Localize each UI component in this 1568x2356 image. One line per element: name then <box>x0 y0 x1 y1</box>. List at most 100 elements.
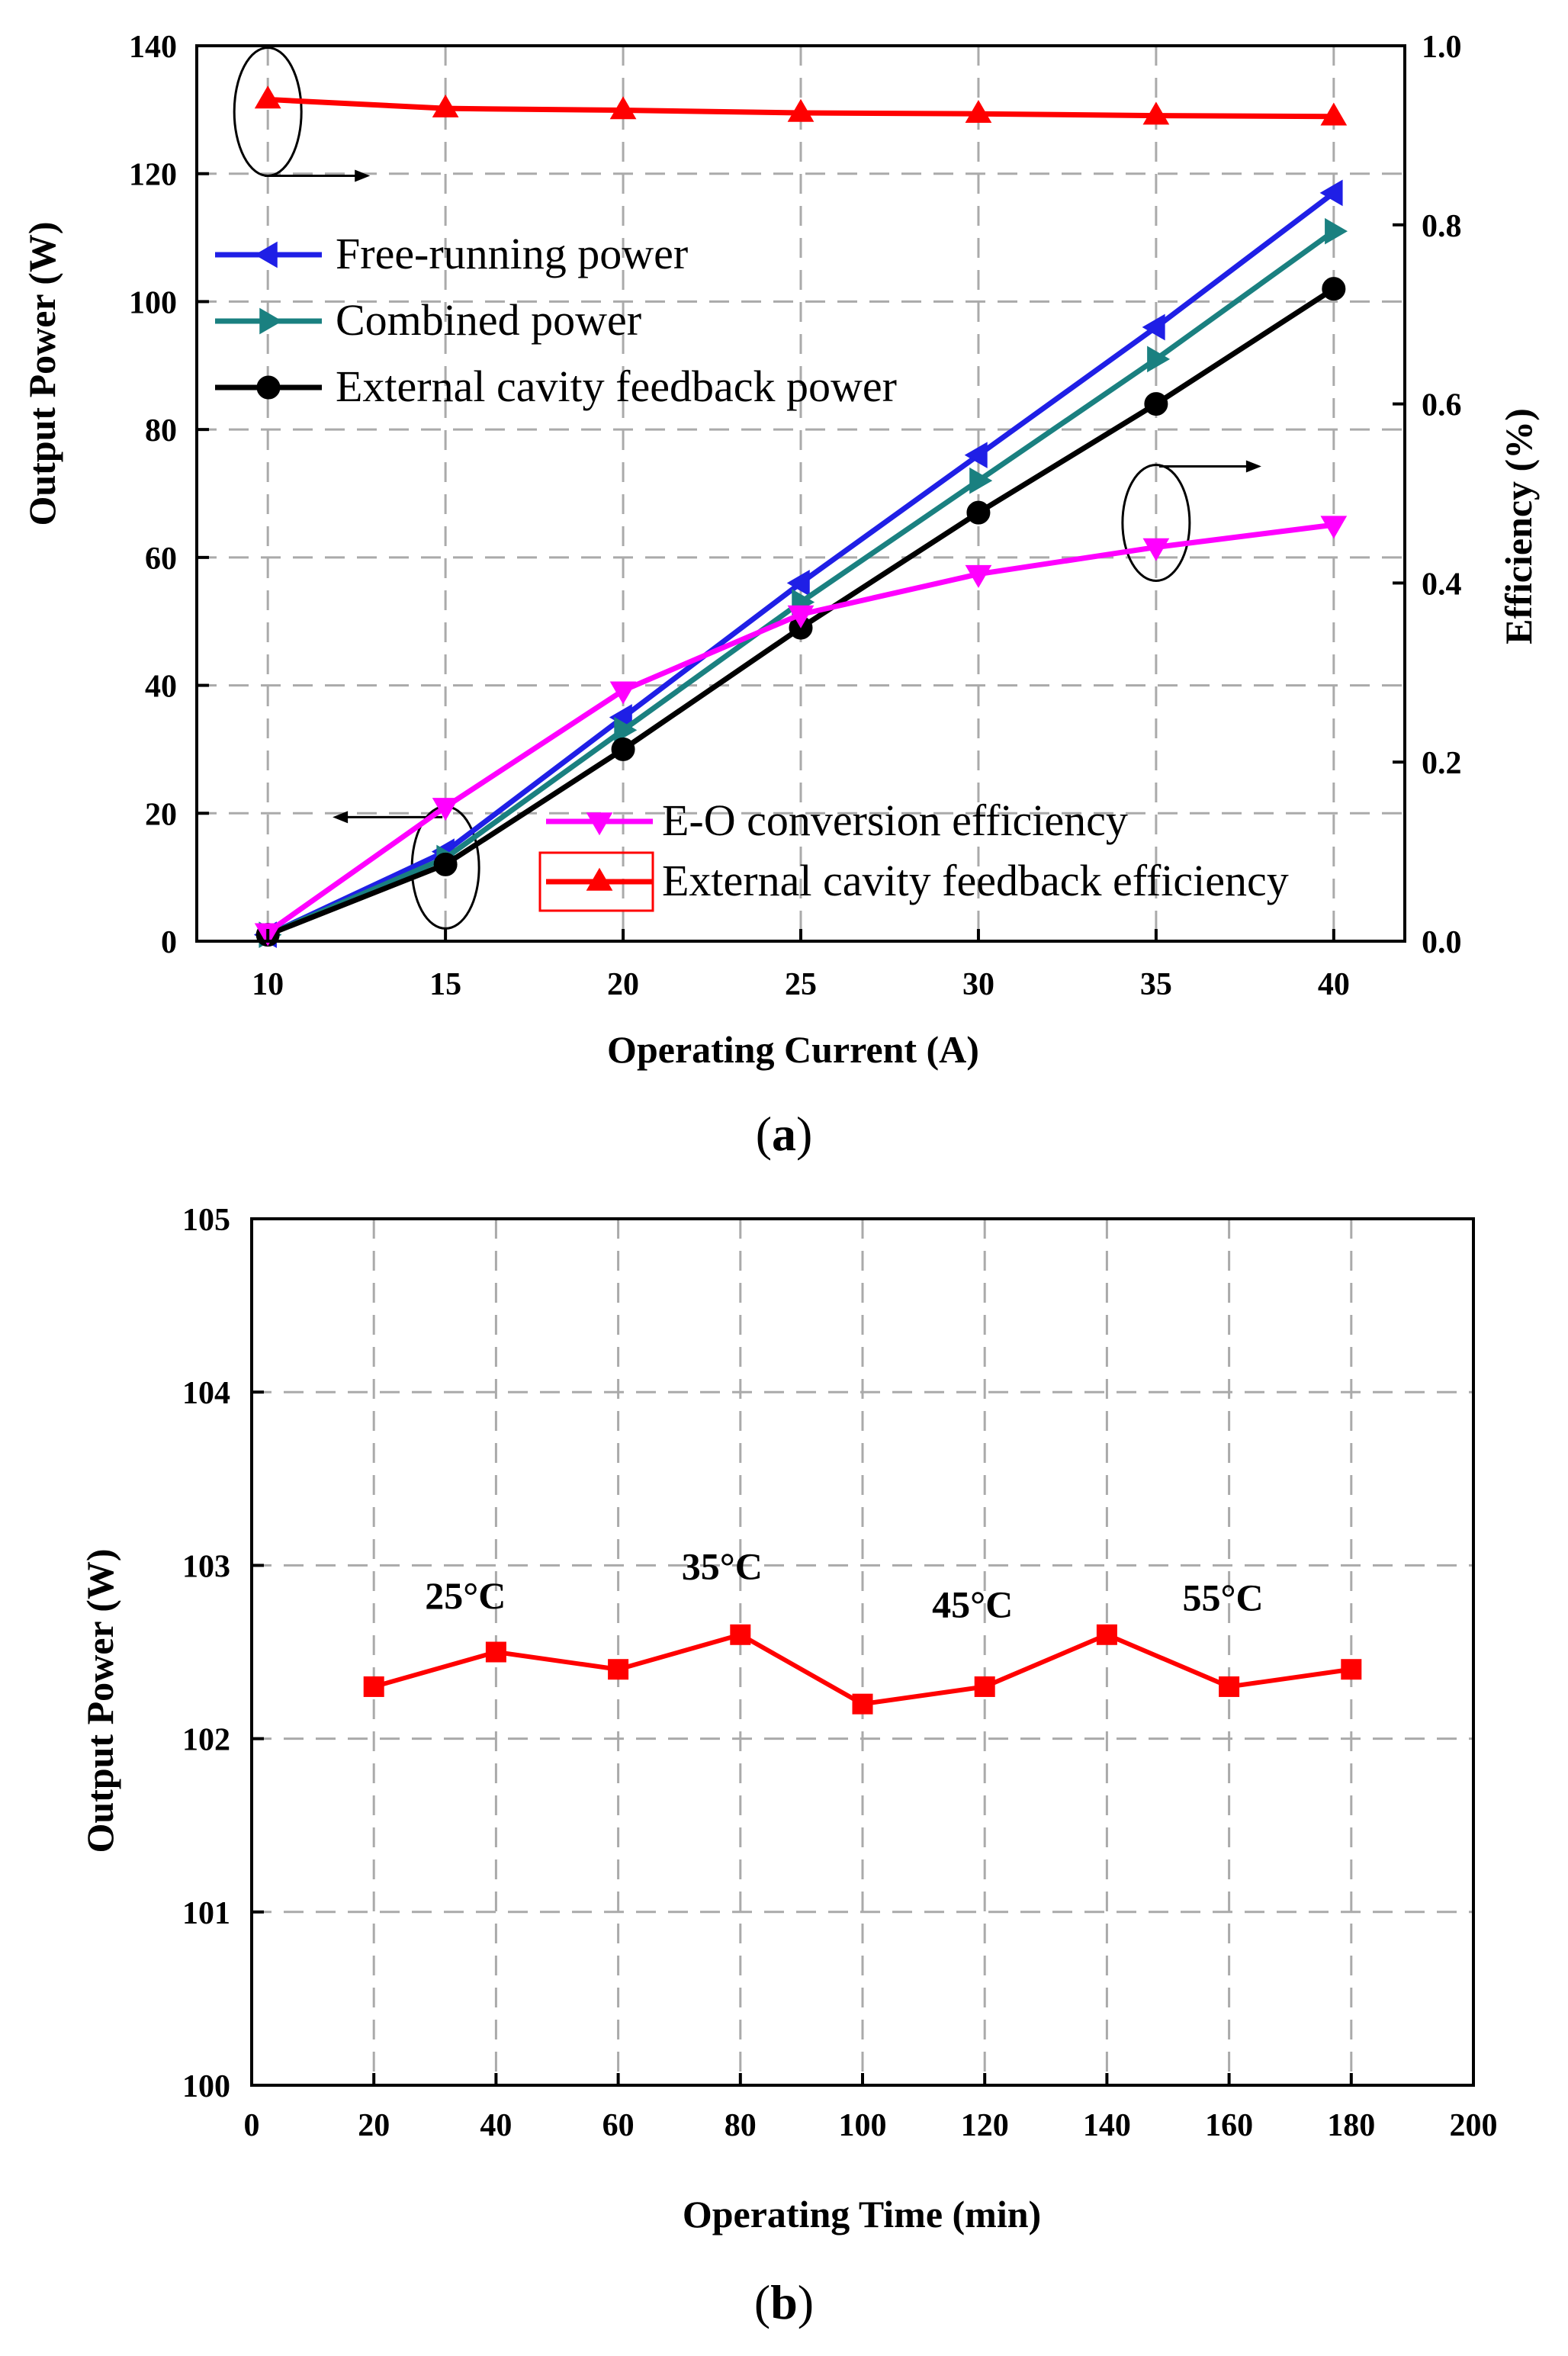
legend-item-e-o-conversion-efficiency: E-O conversion efficiency <box>546 796 1128 845</box>
y-tick-label: 102 <box>182 1723 230 1758</box>
x-tick-label: 30 <box>962 967 994 1002</box>
x-tick-label: 120 <box>961 2108 1009 2143</box>
grid <box>252 1219 1473 2085</box>
legend-swatch-marker <box>254 241 278 268</box>
x-tick-label: 40 <box>480 2108 512 2143</box>
chart-b: 0 20 40 60 80 100 120 140 160 180 200 100 101 102 103 1… <box>79 1203 1498 2329</box>
x-tick-label: 0 <box>244 2108 260 2143</box>
data-point <box>432 94 459 117</box>
data-point <box>1341 1659 1362 1680</box>
x-tick-label: 20 <box>607 967 639 1002</box>
data-point <box>966 500 991 525</box>
data-point <box>1142 313 1165 341</box>
legend-label: External cavity feedback efficiency <box>662 856 1289 905</box>
series-layer <box>253 85 1348 948</box>
legend-swatch-marker <box>259 307 283 335</box>
data-point <box>614 716 638 744</box>
y-tick-label: 105 <box>182 1203 230 1238</box>
data-point <box>1219 1676 1240 1697</box>
data-point <box>433 852 458 876</box>
data-point <box>363 1676 384 1697</box>
x-tick-label: 160 <box>1205 2108 1253 2143</box>
temperature-label: 55°C <box>1183 1576 1264 1618</box>
data-point <box>1144 392 1168 416</box>
data-point <box>1142 538 1170 561</box>
data-point <box>1142 101 1170 125</box>
y-tick-label: 0 <box>161 925 177 960</box>
legend-label: Free-running power <box>336 229 688 278</box>
legend-label: E-O conversion efficiency <box>662 796 1128 845</box>
y-axis-title: Output Power (W) <box>21 221 63 526</box>
y-tick-label: 120 <box>129 158 177 193</box>
x-axis-title: Operating Current (A) <box>607 1028 979 1071</box>
legend-item-external-cavity-feedback-power: External cavity feedback power <box>215 362 897 411</box>
data-point <box>254 85 281 109</box>
x-tick-label: 200 <box>1450 2108 1498 2143</box>
legend: Free-running power Combined power External… <box>215 229 1289 912</box>
series-output-power <box>363 1624 1362 1715</box>
y-tick-label: 40 <box>145 670 177 705</box>
data-point <box>965 99 992 123</box>
temperature-label: 45°C <box>932 1583 1013 1626</box>
data-point <box>485 1641 506 1663</box>
y-right-tick-label: 0.0 <box>1422 925 1462 960</box>
x-tick-label: 10 <box>252 967 284 1002</box>
x-tick-label: 180 <box>1327 2108 1375 2143</box>
x-tick-label: 60 <box>602 2108 635 2143</box>
y-right-tick-label: 0.4 <box>1422 567 1462 602</box>
legend-item-free-running-power: Free-running power <box>215 229 688 278</box>
data-point <box>787 98 815 122</box>
temperature-label: 25°C <box>425 1574 506 1617</box>
x-tick-label: 20 <box>358 2108 390 2143</box>
y-tick-label: 104 <box>182 1376 230 1411</box>
chart-a: 10 15 20 25 30 35 40 0 20 40 60 80 100 120 140 0.0 0.2 0.… <box>21 30 1540 1161</box>
data-point <box>965 564 992 588</box>
y-right-tick-label: 0.8 <box>1422 209 1462 244</box>
data-point <box>1322 277 1346 301</box>
data-point <box>974 1676 995 1697</box>
x-tick-label: 15 <box>429 967 461 1002</box>
panel-label-b: (b) <box>754 2275 814 2329</box>
grid <box>197 44 1405 943</box>
y-right-tick-label: 0.6 <box>1422 388 1462 423</box>
legend-label: External cavity feedback power <box>336 362 897 411</box>
temperature-label: 35°C <box>682 1545 763 1588</box>
y-tick-label: 80 <box>145 413 177 448</box>
data-point <box>609 96 637 120</box>
legend-swatch-marker <box>256 375 281 400</box>
data-point <box>1096 1624 1117 1645</box>
panel-label-a: (a) <box>756 1107 813 1161</box>
x-tick-label: 140 <box>1083 2108 1131 2143</box>
data-point <box>786 570 810 596</box>
y-right-tick-label: 1.0 <box>1422 30 1462 65</box>
ticks: 10 15 20 25 30 35 40 0 20 40 60 80 100 120 140 0.0 0.2 0.… <box>129 30 1462 1002</box>
y-tick-label: 20 <box>145 797 177 832</box>
y-tick-label: 103 <box>182 1549 230 1584</box>
series-external-cavity-feedback-efficiency <box>254 85 1348 126</box>
data-point <box>1320 102 1348 126</box>
x-tick-label: 100 <box>839 2108 887 2143</box>
data-point <box>1325 217 1348 245</box>
x-tick-label: 25 <box>785 967 817 1002</box>
legend-swatch-marker <box>586 867 613 891</box>
data-point <box>852 1693 873 1715</box>
eo-efficiency-ellipse-marker <box>1121 463 1191 582</box>
data-point <box>611 737 635 761</box>
x-axis-title: Operating Time (min) <box>683 2193 1041 2235</box>
data-point <box>432 798 459 821</box>
legend-label: Combined power <box>336 295 641 345</box>
x-tick-label: 40 <box>1318 967 1350 1002</box>
y-tick-label: 100 <box>129 285 177 320</box>
legend-swatch-marker <box>586 812 613 836</box>
data-point <box>1320 516 1348 539</box>
data-point <box>609 681 637 705</box>
annotations: 25°C 35°C 45°C 55°C <box>425 1545 1263 1626</box>
data-point <box>787 605 815 628</box>
y-axis-title: Output Power (W) <box>79 1548 121 1853</box>
data-point <box>1319 179 1343 207</box>
ticks: 0 20 40 60 80 100 120 140 160 180 200 100 101 102 103 1… <box>182 1203 1498 2143</box>
series-e-o-conversion-efficiency <box>254 516 1348 947</box>
x-tick-label: 80 <box>725 2108 757 2143</box>
series-layer <box>363 1624 1362 1715</box>
data-point <box>608 1659 629 1680</box>
